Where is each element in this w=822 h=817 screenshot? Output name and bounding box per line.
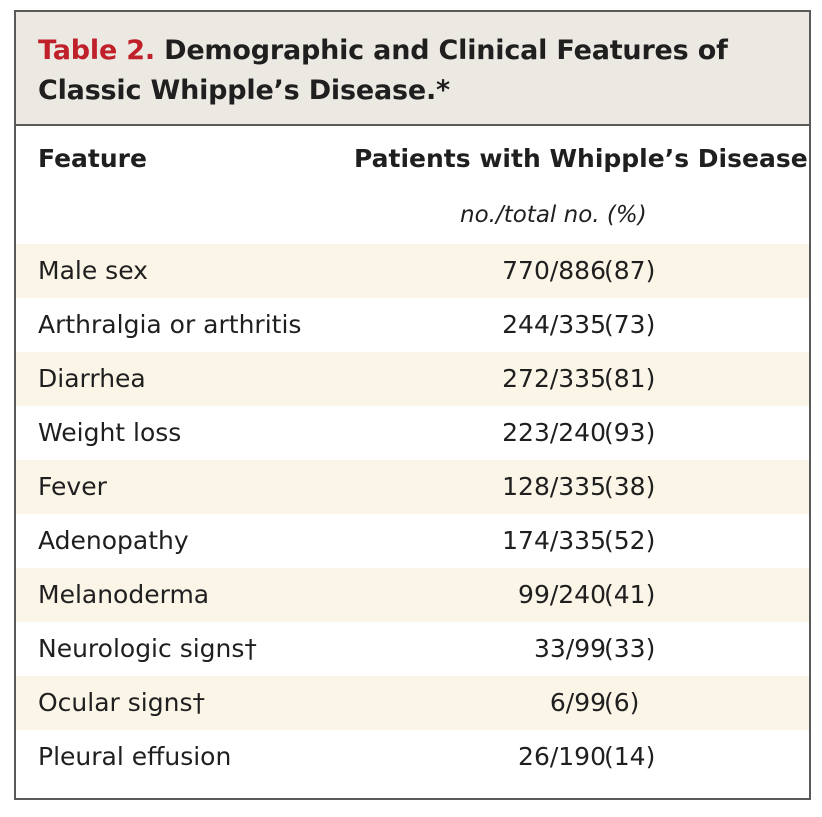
- feature-cell: Weight loss: [38, 406, 181, 460]
- percent-cell: (14): [604, 730, 655, 784]
- percent-cell: (38): [604, 460, 655, 514]
- table-row: Male sex 770/886 (87): [16, 244, 809, 298]
- feature-cell: Adenopathy: [38, 514, 189, 568]
- table-row: Pleural effusion 26/190 (14): [16, 730, 809, 784]
- feature-cell: Melanoderma: [38, 568, 209, 622]
- table-row: Fever 128/335 (38): [16, 460, 809, 514]
- feature-cell: Arthralgia or arthritis: [38, 298, 301, 352]
- count-cell: 6/99: [436, 676, 606, 730]
- count-cell: 770/886: [436, 244, 606, 298]
- table-title: Table 2. Demographic and Clinical Featur…: [38, 31, 798, 111]
- percent-cell: (87): [604, 244, 655, 298]
- table-row: Weight loss 223/240 (93): [16, 406, 809, 460]
- percent-cell: (41): [604, 568, 655, 622]
- table-row: Neurologic signs† 33/99 (33): [16, 622, 809, 676]
- feature-cell: Fever: [38, 460, 107, 514]
- table-row: Adenopathy 174/335 (52): [16, 514, 809, 568]
- column-header-patients: Patients with Whipple’s Disease: [354, 144, 808, 173]
- table-row: Ocular signs† 6/99 (6): [16, 676, 809, 730]
- feature-cell: Male sex: [38, 244, 148, 298]
- percent-cell: (81): [604, 352, 655, 406]
- table-row: Arthralgia or arthritis 244/335 (73): [16, 298, 809, 352]
- table-header: Feature Patients with Whipple’s Disease …: [16, 126, 809, 244]
- percent-cell: (33): [604, 622, 655, 676]
- count-cell: 244/335: [436, 298, 606, 352]
- count-cell: 272/335: [436, 352, 606, 406]
- column-header-feature: Feature: [38, 144, 147, 173]
- count-cell: 223/240: [436, 406, 606, 460]
- feature-cell: Neurologic signs†: [38, 622, 257, 676]
- count-cell: 26/190: [436, 730, 606, 784]
- count-cell: 33/99: [436, 622, 606, 676]
- percent-cell: (52): [604, 514, 655, 568]
- count-cell: 174/335: [436, 514, 606, 568]
- column-units: no./total no. (%): [460, 202, 647, 228]
- count-cell: 128/335: [436, 460, 606, 514]
- table-container: Table 2. Demographic and Clinical Featur…: [14, 10, 811, 800]
- table-row: Diarrhea 272/335 (81): [16, 352, 809, 406]
- table-body: Male sex 770/886 (87) Arthralgia or arth…: [16, 244, 809, 784]
- feature-cell: Pleural effusion: [38, 730, 231, 784]
- table-title-band: Table 2. Demographic and Clinical Featur…: [16, 12, 809, 126]
- table-row: Melanoderma 99/240 (41): [16, 568, 809, 622]
- table-label: Table 2.: [38, 35, 155, 66]
- count-cell: 99/240: [436, 568, 606, 622]
- percent-cell: (93): [604, 406, 655, 460]
- feature-cell: Ocular signs†: [38, 676, 205, 730]
- percent-cell: (73): [604, 298, 655, 352]
- feature-cell: Diarrhea: [38, 352, 146, 406]
- percent-cell: (6): [604, 676, 639, 730]
